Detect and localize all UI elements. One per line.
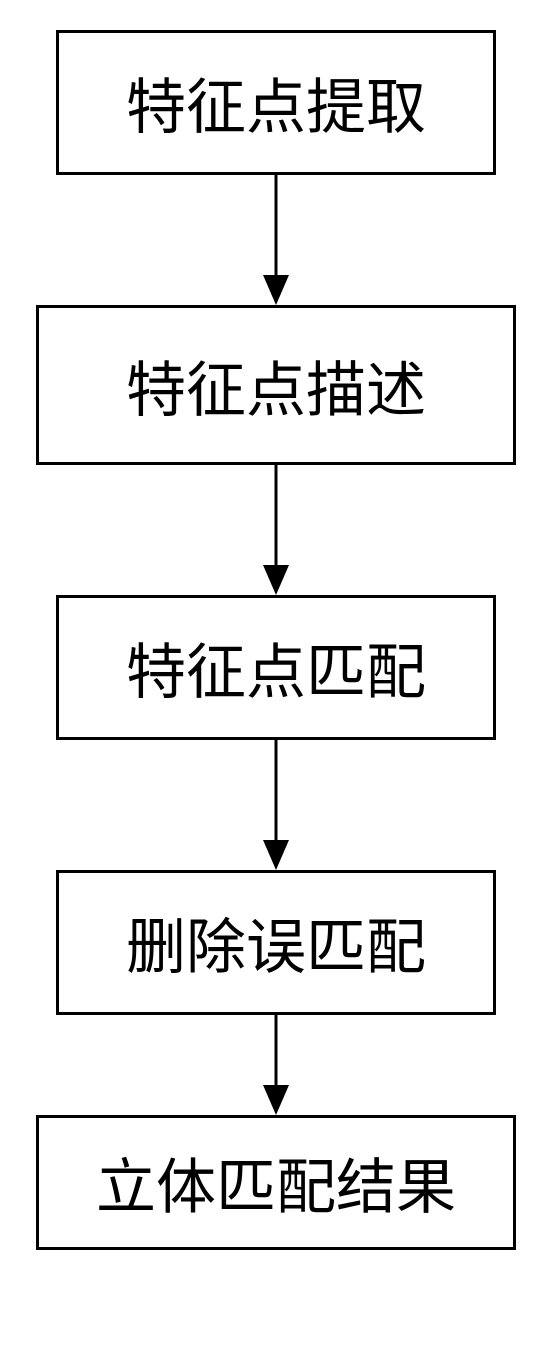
arrow-down-icon [260,175,292,305]
arrow-down-icon [260,465,292,595]
flow-node-n3: 特征点匹配 [56,595,496,740]
flow-node-n1: 特征点提取 [56,30,496,175]
flow-node-label: 特征点描述 [126,342,426,429]
flow-node-label: 特征点提取 [126,59,426,146]
flow-node-label: 立体匹配结果 [96,1139,456,1226]
flow-node-label: 特征点匹配 [126,624,426,711]
arrow-down-icon [260,740,292,870]
flow-node-label: 删除误匹配 [126,899,426,986]
flowchart-container: 特征点提取特征点描述特征点匹配删除误匹配立体匹配结果 [36,30,516,1250]
flow-node-n5: 立体匹配结果 [36,1115,516,1250]
flow-node-n2: 特征点描述 [36,305,516,465]
flow-node-n4: 删除误匹配 [56,870,496,1015]
arrow-down-icon [260,1015,292,1115]
